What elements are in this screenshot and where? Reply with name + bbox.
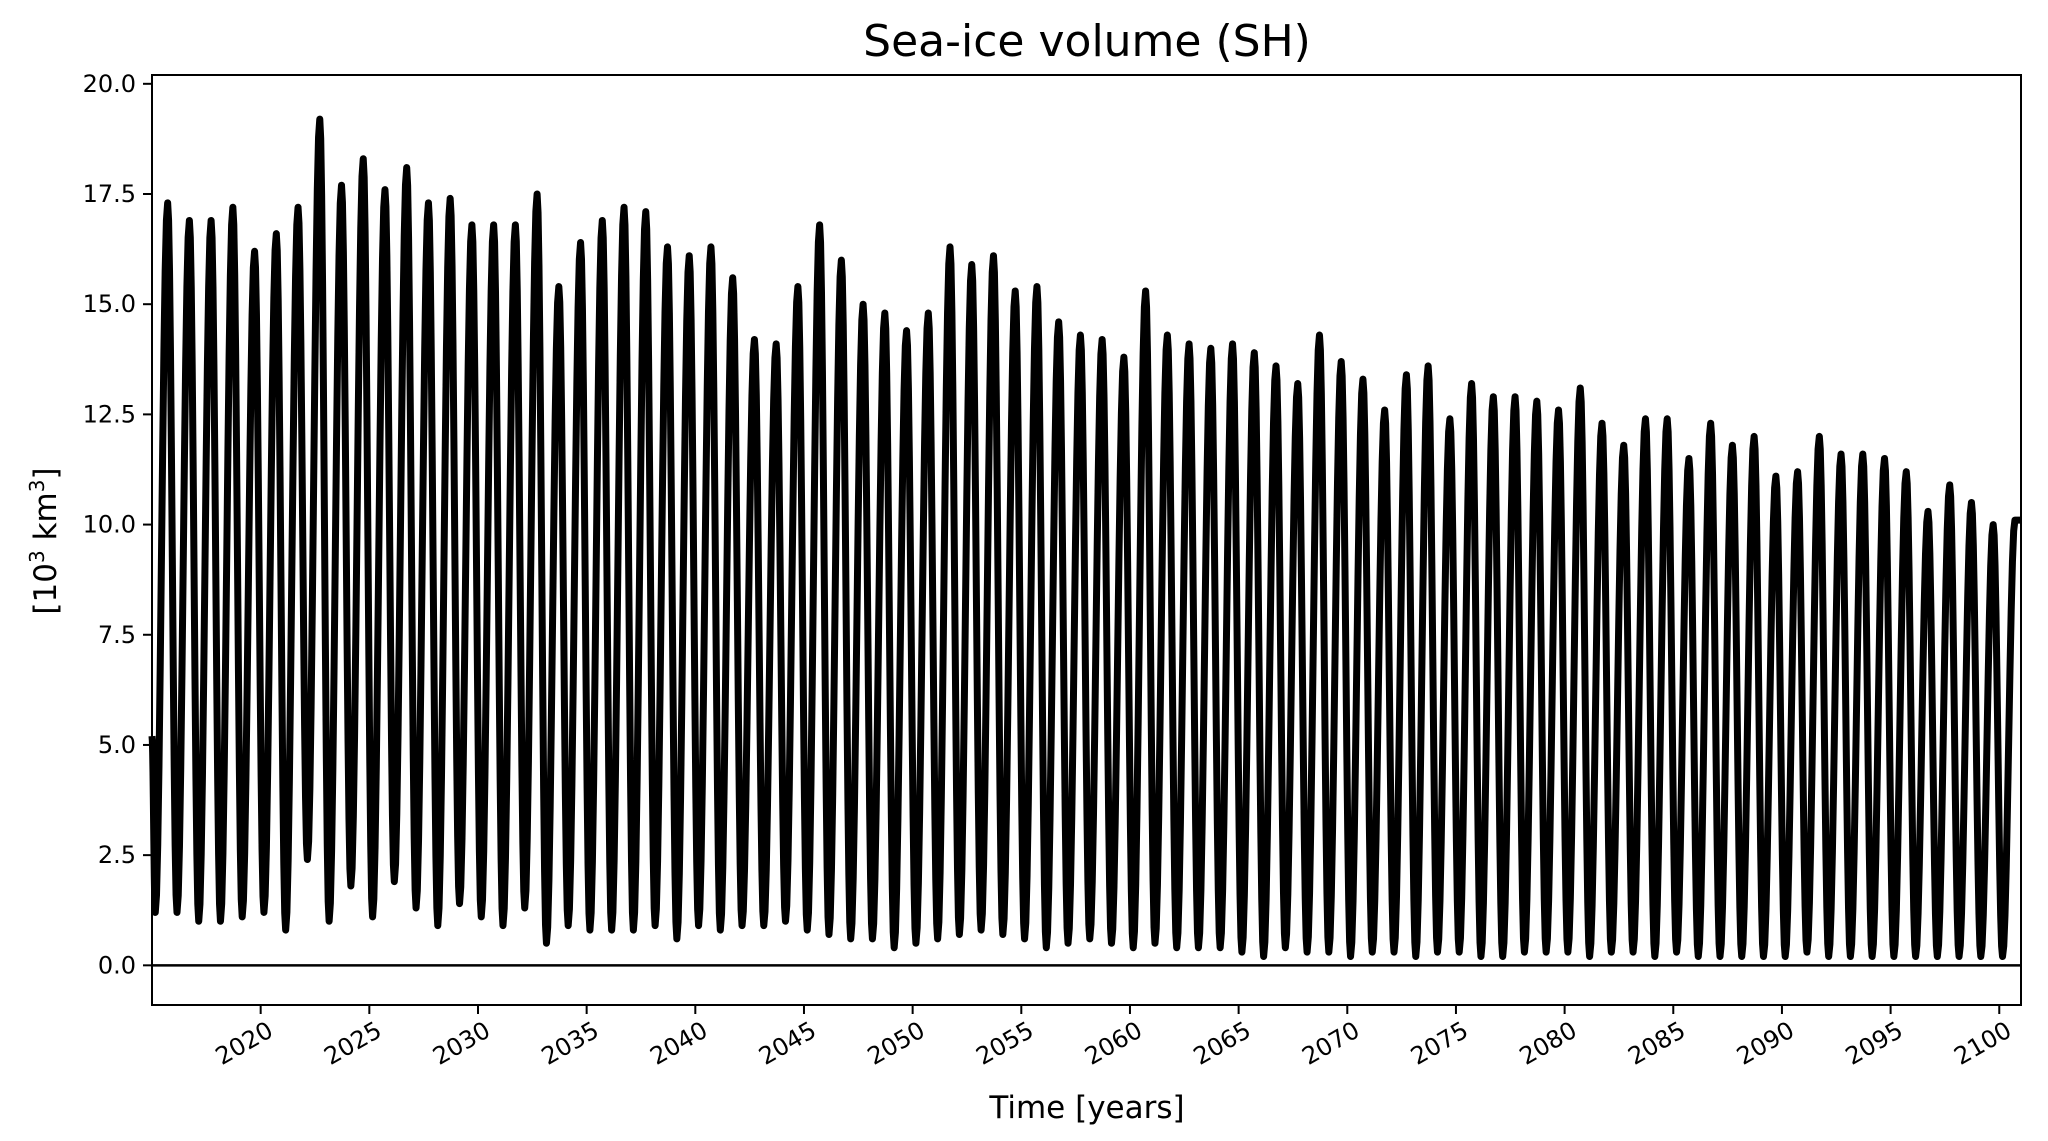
y-axis-ticks: 0.0 2.5 5.0 7.5 10.0 12.5 15.0 17.5 20.0 (83, 70, 152, 979)
x-tick-label: 2035 (537, 1016, 604, 1071)
x-tick-label: 2095 (1841, 1016, 1908, 1071)
y-tick-label: 2.5 (98, 841, 136, 869)
x-tick-label: 2050 (863, 1016, 930, 1071)
x-tick-label: 2020 (211, 1016, 278, 1071)
plot-frame (151, 74, 2022, 1006)
x-tick-label: 2085 (1623, 1016, 1690, 1071)
y-tick-label: 7.5 (98, 621, 136, 649)
x-tick-label: 2060 (1080, 1016, 1147, 1071)
x-tick-label: 2080 (1515, 1016, 1582, 1071)
y-tick-label: 0.0 (98, 951, 136, 979)
series-line-sea-ice-volume (148, 115, 2024, 961)
y-tick-label: 10.0 (83, 511, 136, 539)
x-tick-label: 2025 (319, 1016, 386, 1071)
y-tick-label: 15.0 (83, 290, 136, 318)
plot-area (148, 115, 2024, 967)
x-tick-label: 2070 (1297, 1016, 1364, 1071)
x-axis-ticks: 2020 2025 2030 2035 2040 2045 2050 2055 2060 2065… (211, 1005, 2016, 1071)
x-tick-label: 2045 (754, 1016, 821, 1071)
y-tick-label: 5.0 (98, 731, 136, 759)
x-tick-label: 2100 (1949, 1016, 2016, 1071)
y-axis-label: [103 km3] (25, 467, 64, 614)
chart-title: Sea-ice volume (SH) (863, 16, 1311, 67)
y-tick-label: 17.5 (83, 180, 136, 208)
y-tick-label: 20.0 (83, 70, 136, 98)
x-tick-label: 2040 (645, 1016, 712, 1071)
y-tick-label: 12.5 (83, 400, 136, 428)
x-tick-label: 2075 (1406, 1016, 1473, 1071)
x-tick-label: 2090 (1732, 1016, 1799, 1071)
x-tick-label: 2030 (428, 1016, 495, 1071)
x-tick-label: 2065 (1189, 1016, 1256, 1071)
x-tick-label: 2055 (971, 1016, 1038, 1071)
x-axis-label: Time [years] (988, 1090, 1184, 1126)
